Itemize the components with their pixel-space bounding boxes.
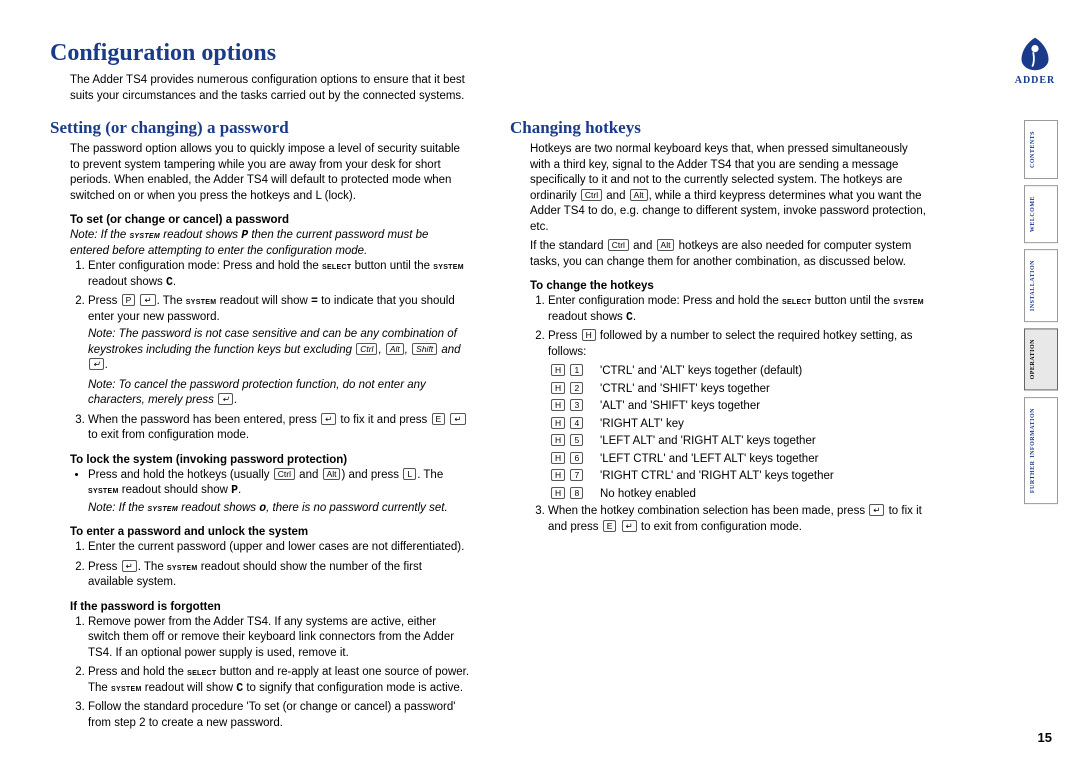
subhead-change-hotkeys: To change the hotkeys <box>530 280 930 292</box>
hotkey-option: H 6'LEFT CTRL' and 'LEFT ALT' keys toget… <box>550 452 930 468</box>
step: Press P ↵. The system readout will show … <box>88 294 470 409</box>
subhead-lock: To lock the system (invoking password pr… <box>70 454 470 466</box>
brand-name: ADDER <box>1010 75 1060 86</box>
tab-further-info[interactable]: further information <box>1024 397 1058 504</box>
brand-logo: ADDER <box>1010 36 1060 86</box>
steps-forgotten: Remove power from the Adder TS4. If any … <box>70 615 470 732</box>
step: Press and hold the select button and re-… <box>88 665 470 696</box>
section-password-intro: The password option allows you to quickl… <box>70 142 470 204</box>
hotkey-option: H 8No hotkey enabled <box>550 487 930 503</box>
page-number: 15 <box>1038 730 1052 745</box>
step: Press ↵. The system readout should show … <box>88 560 470 591</box>
step: When the password has been entered, pres… <box>88 413 470 444</box>
tab-welcome[interactable]: welcome <box>1024 185 1058 243</box>
tab-operation[interactable]: operation <box>1024 328 1058 390</box>
subhead-forgotten: If the password is forgotten <box>70 601 470 613</box>
step: Enter configuration mode: Press and hold… <box>548 294 930 325</box>
left-column: Configuration options The Adder TS4 prov… <box>50 40 470 736</box>
page-title: Configuration options <box>50 40 470 67</box>
steps-hotkeys: Enter configuration mode: Press and hold… <box>530 294 930 360</box>
note-set-password: Note: If the system readout shows P then… <box>70 228 470 259</box>
step: Remove power from the Adder TS4. If any … <box>88 615 470 662</box>
hotkey-option: H 4'RIGHT ALT' key <box>550 417 930 433</box>
steps-set-password: Enter configuration mode: Press and hold… <box>70 259 470 444</box>
section-password-heading: Setting (or changing) a password <box>50 118 470 138</box>
hotkey-option: H 7'RIGHT CTRL' and 'RIGHT ALT' keys tog… <box>550 469 930 485</box>
hotkey-option: H 2'CTRL' and 'SHIFT' keys together <box>550 382 930 398</box>
page-intro: The Adder TS4 provides numerous configur… <box>70 73 470 104</box>
hotkeys-intro-1: Hotkeys are two normal keyboard keys tha… <box>530 142 930 235</box>
tab-installation[interactable]: installation <box>1024 249 1058 322</box>
step: Enter the current password (upper and lo… <box>88 540 470 556</box>
step: When the hotkey combination selection ha… <box>548 504 930 535</box>
bullet: Press and hold the hotkeys (usually Ctrl… <box>88 468 470 517</box>
hotkey-option: H 5'LEFT ALT' and 'RIGHT ALT' keys toget… <box>550 434 930 450</box>
bullets-lock: Press and hold the hotkeys (usually Ctrl… <box>70 468 470 517</box>
right-column: Changing hotkeys Hotkeys are two normal … <box>510 40 930 736</box>
steps-hotkeys-cont: When the hotkey combination selection ha… <box>530 504 930 535</box>
hotkeys-intro-2: If the standard Ctrl and Alt hotkeys are… <box>530 239 930 270</box>
step: Enter configuration mode: Press and hold… <box>88 259 470 290</box>
nav-tabs: contents welcome installation operation … <box>1024 120 1058 504</box>
hotkey-option: H 3'ALT' and 'SHIFT' keys together <box>550 399 930 415</box>
subhead-unlock: To enter a password and unlock the syste… <box>70 526 470 538</box>
step: Press H followed by a number to select t… <box>548 329 930 360</box>
hotkey-option: H 1'CTRL' and 'ALT' keys together (defau… <box>550 364 930 380</box>
tab-contents[interactable]: contents <box>1024 120 1058 179</box>
steps-unlock: Enter the current password (upper and lo… <box>70 540 470 591</box>
section-hotkeys-heading: Changing hotkeys <box>510 118 930 138</box>
subhead-set-password: To set (or change or cancel) a password <box>70 214 470 226</box>
step: Follow the standard procedure 'To set (o… <box>88 700 470 731</box>
